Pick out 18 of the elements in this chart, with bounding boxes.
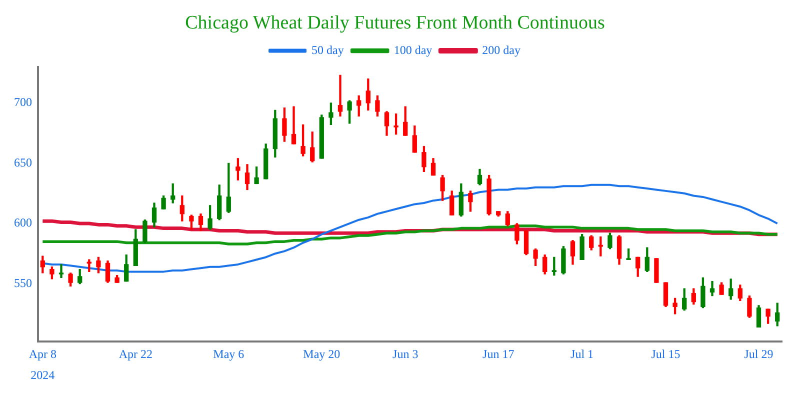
x-tick-label: Apr 8: [28, 346, 56, 361]
x-tick-label: Jul 29: [744, 346, 774, 361]
x-tick-label: Jul 15: [651, 346, 680, 361]
y-tick-label: 550: [14, 276, 32, 290]
y-tick-label: 600: [14, 216, 32, 230]
x-tick-label: May 6: [213, 346, 244, 361]
x-tick-label: May 20: [303, 346, 340, 361]
chart-title: Chicago Wheat Daily Futures Front Month Continuous: [185, 12, 605, 34]
text: 2024: [30, 368, 55, 382]
x-tick-label: Jul 1: [570, 346, 594, 361]
x-tick-label: Jun 17: [482, 346, 514, 361]
y-tick-label: 650: [14, 155, 32, 170]
legend-label: 100 day: [394, 42, 432, 57]
legend-label: 200 day: [482, 42, 520, 57]
x-tick-label: Apr 22: [118, 346, 152, 361]
legend-label: 50 day: [312, 42, 344, 57]
y-tick-label: 700: [14, 95, 32, 110]
x-tick-label: Jun 3: [392, 346, 418, 361]
